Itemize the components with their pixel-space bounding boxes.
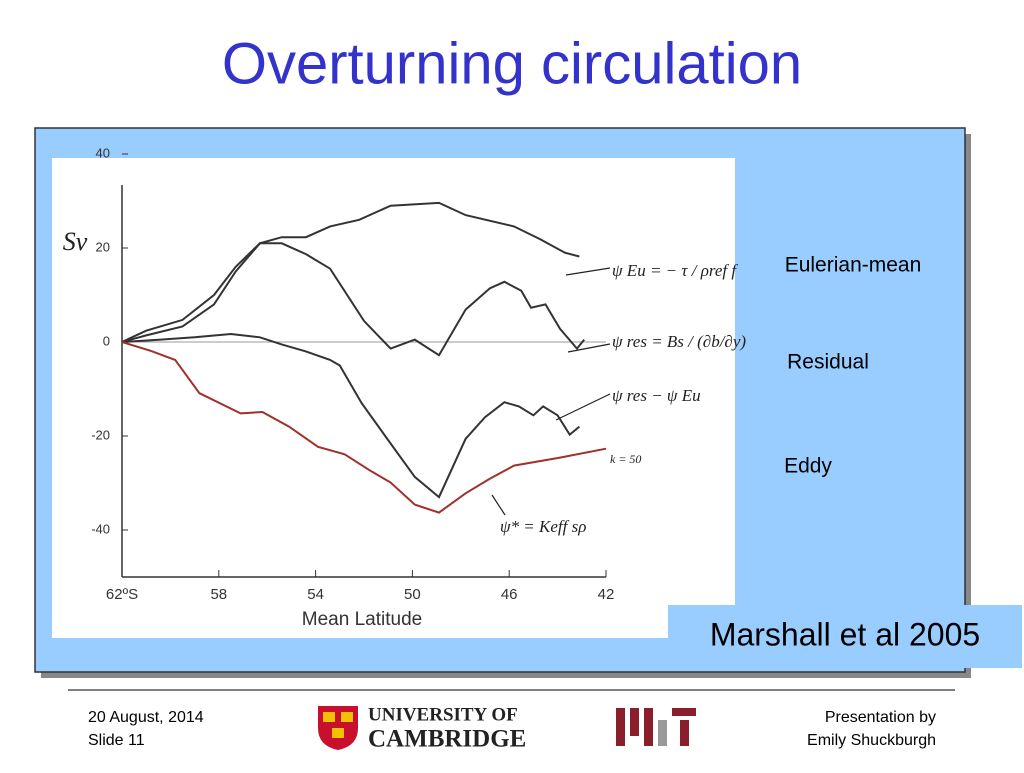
citation: Marshall et al 2005 (710, 616, 980, 652)
x-tick-label: 54 (307, 586, 324, 603)
logo-bar (680, 720, 689, 746)
footer-slide: Slide 11 (88, 732, 145, 749)
y-tick-label: 20 (96, 239, 110, 254)
x-axis-label: Mean Latitude (302, 609, 422, 630)
y-tick-label: -20 (91, 427, 110, 442)
cambridge-crest (318, 706, 358, 750)
label-eddy: Eddy (784, 455, 832, 478)
series-line (121, 332, 581, 499)
y-tick-label: 0 (103, 333, 110, 348)
annotation: ψ Eu = − τ / ρref f (612, 261, 738, 280)
x-tick-label: 42 (598, 586, 615, 603)
annotation-arrow (491, 494, 506, 516)
logo-bar (658, 720, 667, 746)
chart-area (52, 158, 735, 638)
series-line (121, 341, 607, 514)
annotation: ψ* = Keff sρ (500, 517, 586, 536)
university-line1: UNIVERSITY OF (368, 704, 518, 725)
label-residual: Residual (787, 351, 869, 374)
crest-detail (341, 712, 353, 722)
logo-bar (672, 708, 696, 716)
annotation: ψ res = Bs / (∂b/∂y) (612, 332, 746, 351)
y-axis-label: Sv (63, 227, 88, 256)
series-line (121, 242, 585, 357)
annotation-arrow (567, 343, 611, 353)
crest-detail (332, 728, 344, 738)
x-tick-label: 62ºS (106, 586, 138, 603)
annotation-arrow (565, 267, 611, 276)
plot: -40 -20 0 20 40 62ºS 58 54 50 46 42 Sv Mean Latitude… (63, 145, 747, 630)
x-tick-label: 46 (501, 586, 518, 603)
citation-box (668, 605, 1022, 668)
logo-bar (630, 708, 639, 736)
footer-presenter2: Emily Shuckburgh (807, 732, 936, 749)
mit-logo (616, 708, 696, 746)
footer-presenter1: Presentation by (825, 709, 936, 726)
university-line2: CAMBRIDGE (368, 726, 526, 753)
slide-title: Overturning circulation (222, 31, 802, 96)
logo-bar (644, 708, 653, 746)
y-tick-label: 40 (96, 145, 110, 160)
label-eulerian: Eulerian-mean (785, 254, 922, 277)
series-line (121, 201, 580, 343)
x-tick-label: 58 (210, 586, 227, 603)
y-tick-label: -40 (91, 521, 110, 536)
logo-bar (616, 708, 625, 746)
annotation: ψ res − ψ Eu (612, 386, 701, 405)
annotation: k = 50 (610, 452, 641, 466)
x-tick-label: 50 (404, 586, 421, 603)
crest-detail (323, 712, 335, 722)
annotation-arrow (555, 393, 611, 421)
footer-date: 20 August, 2014 (88, 709, 204, 726)
